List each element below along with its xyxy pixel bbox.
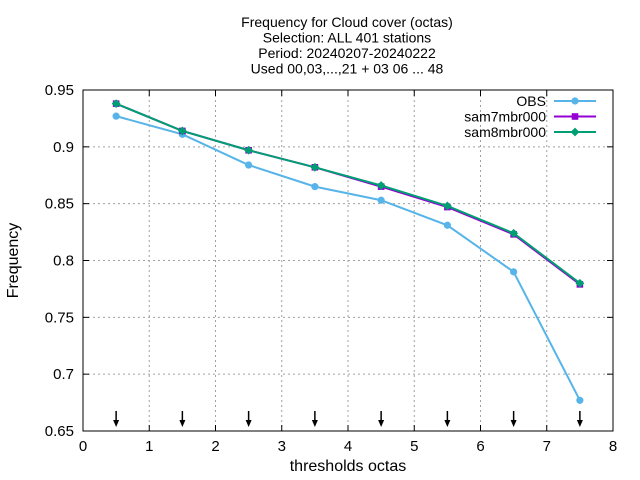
series-OBS [112, 112, 584, 404]
data-point [377, 196, 385, 204]
x-tick-label: 3 [278, 438, 286, 455]
data-point [575, 278, 585, 288]
arrow-head [245, 420, 252, 427]
x-axis-label: thresholds octas [290, 458, 407, 475]
series-sam8mbr000 [111, 99, 585, 288]
arrow-head [311, 420, 318, 427]
legend-entry: OBS [516, 93, 596, 109]
title-line: Period: 20240207-20240222 [258, 45, 436, 61]
data-point [442, 201, 452, 211]
arrow-head [510, 420, 517, 427]
data-point [443, 221, 451, 229]
legend-label: sam7mbr000 [464, 109, 546, 125]
data-point [244, 145, 254, 155]
data-point [245, 161, 253, 169]
data-point [376, 181, 386, 190]
title-line: Used 00,03,...,21 + 03 06 ... 48 [251, 61, 444, 77]
down-arrow-icon [510, 411, 517, 427]
x-tick-label: 7 [543, 438, 551, 455]
series-line [115, 115, 581, 401]
arrow-head [444, 420, 451, 427]
y-tick-label: 0.65 [45, 423, 74, 440]
legend-entry: sam7mbr000 [464, 109, 596, 125]
arrow-head [179, 420, 186, 427]
grid [83, 90, 613, 431]
x-tick-labels: 0 1 2 3 4 5 6 7 8 [79, 438, 617, 455]
y-tick-label: 0.9 [53, 139, 74, 156]
x-tick-label: 1 [145, 438, 153, 455]
arrow-head [113, 420, 120, 427]
x-tick-label: 0 [79, 438, 87, 455]
y-tick-label: 0.85 [45, 196, 74, 213]
y-tick-label: 0.8 [53, 253, 74, 270]
data-point [112, 112, 120, 120]
y-tick-label: 0.75 [45, 309, 74, 326]
down-arrow-icon [245, 411, 252, 427]
y-tick-labels: 0.65 0.7 0.75 0.8 0.85 0.9 0.95 [45, 82, 74, 440]
y-tick-label: 0.7 [53, 366, 74, 383]
y-tick-label: 0.95 [45, 82, 74, 99]
x-tick-label: 4 [344, 438, 352, 455]
title-line: Frequency for Cloud cover (octas) [241, 14, 453, 30]
data-point [311, 183, 319, 191]
x-tick-label: 5 [410, 438, 418, 455]
arrow-head [576, 420, 583, 427]
down-arrow-icon [378, 411, 385, 427]
arrow-head [378, 420, 385, 427]
y-axis-label: Frequency [5, 223, 22, 299]
legend-marker [570, 127, 580, 137]
legend-marker [571, 97, 579, 105]
data-point [310, 162, 320, 172]
title-line: Selection: ALL 401 stations [263, 30, 431, 46]
down-arrow-icon [179, 411, 186, 427]
data-point [509, 228, 519, 238]
down-arrow-icon [576, 411, 583, 427]
axis-ticks [82, 89, 614, 432]
legend-label: sam8mbr000 [464, 124, 546, 140]
threshold-arrows [113, 411, 583, 427]
series [111, 99, 585, 404]
x-tick-label: 8 [609, 438, 617, 455]
data-point [576, 396, 584, 404]
data-point [111, 99, 121, 109]
down-arrow-icon [113, 411, 120, 427]
x-tick-label: 2 [211, 438, 219, 455]
data-point [177, 126, 187, 136]
legend-label: OBS [516, 93, 546, 109]
legend-marker [571, 113, 579, 120]
down-arrow-icon [444, 411, 451, 427]
legend-entry: sam8mbr000 [464, 124, 596, 140]
chart-title: Frequency for Cloud cover (octas)Selecti… [241, 14, 453, 77]
series-line [115, 102, 581, 285]
down-arrow-icon [311, 411, 318, 427]
x-tick-label: 6 [476, 438, 484, 455]
data-point [510, 268, 518, 276]
